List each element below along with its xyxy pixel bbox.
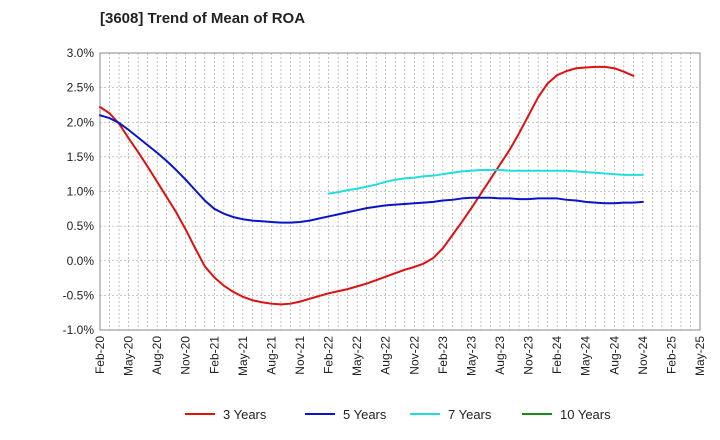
y-tick-label: 2.5% xyxy=(67,81,95,95)
x-tick-label: Feb-24 xyxy=(550,336,564,374)
legend-label: 10 Years xyxy=(560,407,611,422)
y-tick-label: 0.5% xyxy=(67,219,95,233)
x-tick-label: Nov-20 xyxy=(179,336,193,375)
x-tick-label: May-22 xyxy=(350,336,364,376)
legend-label: 7 Years xyxy=(448,407,492,422)
series-line-7-years xyxy=(327,169,644,195)
x-tick-label: Feb-23 xyxy=(436,336,450,374)
x-tick-label: Feb-20 xyxy=(93,336,107,374)
x-tick-label: Feb-22 xyxy=(322,336,336,374)
x-tick-label: Nov-23 xyxy=(522,336,536,375)
x-tick-label: Feb-21 xyxy=(207,336,221,374)
x-tick-label: May-24 xyxy=(579,336,593,376)
y-tick-label: 0.0% xyxy=(67,254,95,268)
legend-label: 3 Years xyxy=(223,407,267,422)
y-tick-label: 2.0% xyxy=(67,115,95,129)
x-tick-label: May-20 xyxy=(122,336,136,376)
y-tick-label: -0.5% xyxy=(63,288,95,302)
x-tick-label: Feb-25 xyxy=(664,336,678,374)
y-tick-label: -1.0% xyxy=(63,323,95,337)
series-line-3-years xyxy=(99,65,635,306)
x-tick-label: Aug-22 xyxy=(379,336,393,375)
y-axis-ticks: 3.0% 2.5% 2.0% 1.5% 1.0% 0.5% 0.0% -0.5% -1.0% xyxy=(63,46,95,337)
x-tick-label: Nov-24 xyxy=(636,336,650,375)
y-tick-label: 1.5% xyxy=(67,150,95,164)
x-tick-label: Aug-23 xyxy=(493,336,507,375)
y-tick-label: 1.0% xyxy=(67,185,95,199)
x-tick-label: Aug-21 xyxy=(264,336,278,375)
series-line-5-years xyxy=(99,114,644,224)
x-tick-label: Aug-20 xyxy=(150,336,164,375)
legend-item-7-years: 7 Years xyxy=(410,407,492,422)
legend-item-5-years: 5 Years xyxy=(305,407,387,422)
legend-item-10-years: 10 Years xyxy=(522,407,611,422)
x-tick-label: Nov-21 xyxy=(293,336,307,375)
x-tick-label: May-21 xyxy=(236,336,250,376)
x-tick-label: Nov-22 xyxy=(407,336,421,375)
x-tick-label: Aug-24 xyxy=(607,336,621,375)
y-tick-label: 3.0% xyxy=(67,46,95,60)
series-lines xyxy=(99,65,644,306)
chart-title: [3608] Trend of Mean of ROA xyxy=(100,10,305,27)
x-tick-label: May-23 xyxy=(464,336,478,376)
legend: 3 Years 5 Years 7 Years 10 Years xyxy=(185,407,611,422)
x-tick-label: May-25 xyxy=(693,336,707,376)
legend-label: 5 Years xyxy=(343,407,387,422)
x-axis-ticks: Feb-20 May-20 Aug-20 Nov-20 Feb-21 May-21 Aug-… xyxy=(93,336,707,376)
legend-item-3-years: 3 Years xyxy=(185,407,267,422)
grid xyxy=(100,53,700,330)
